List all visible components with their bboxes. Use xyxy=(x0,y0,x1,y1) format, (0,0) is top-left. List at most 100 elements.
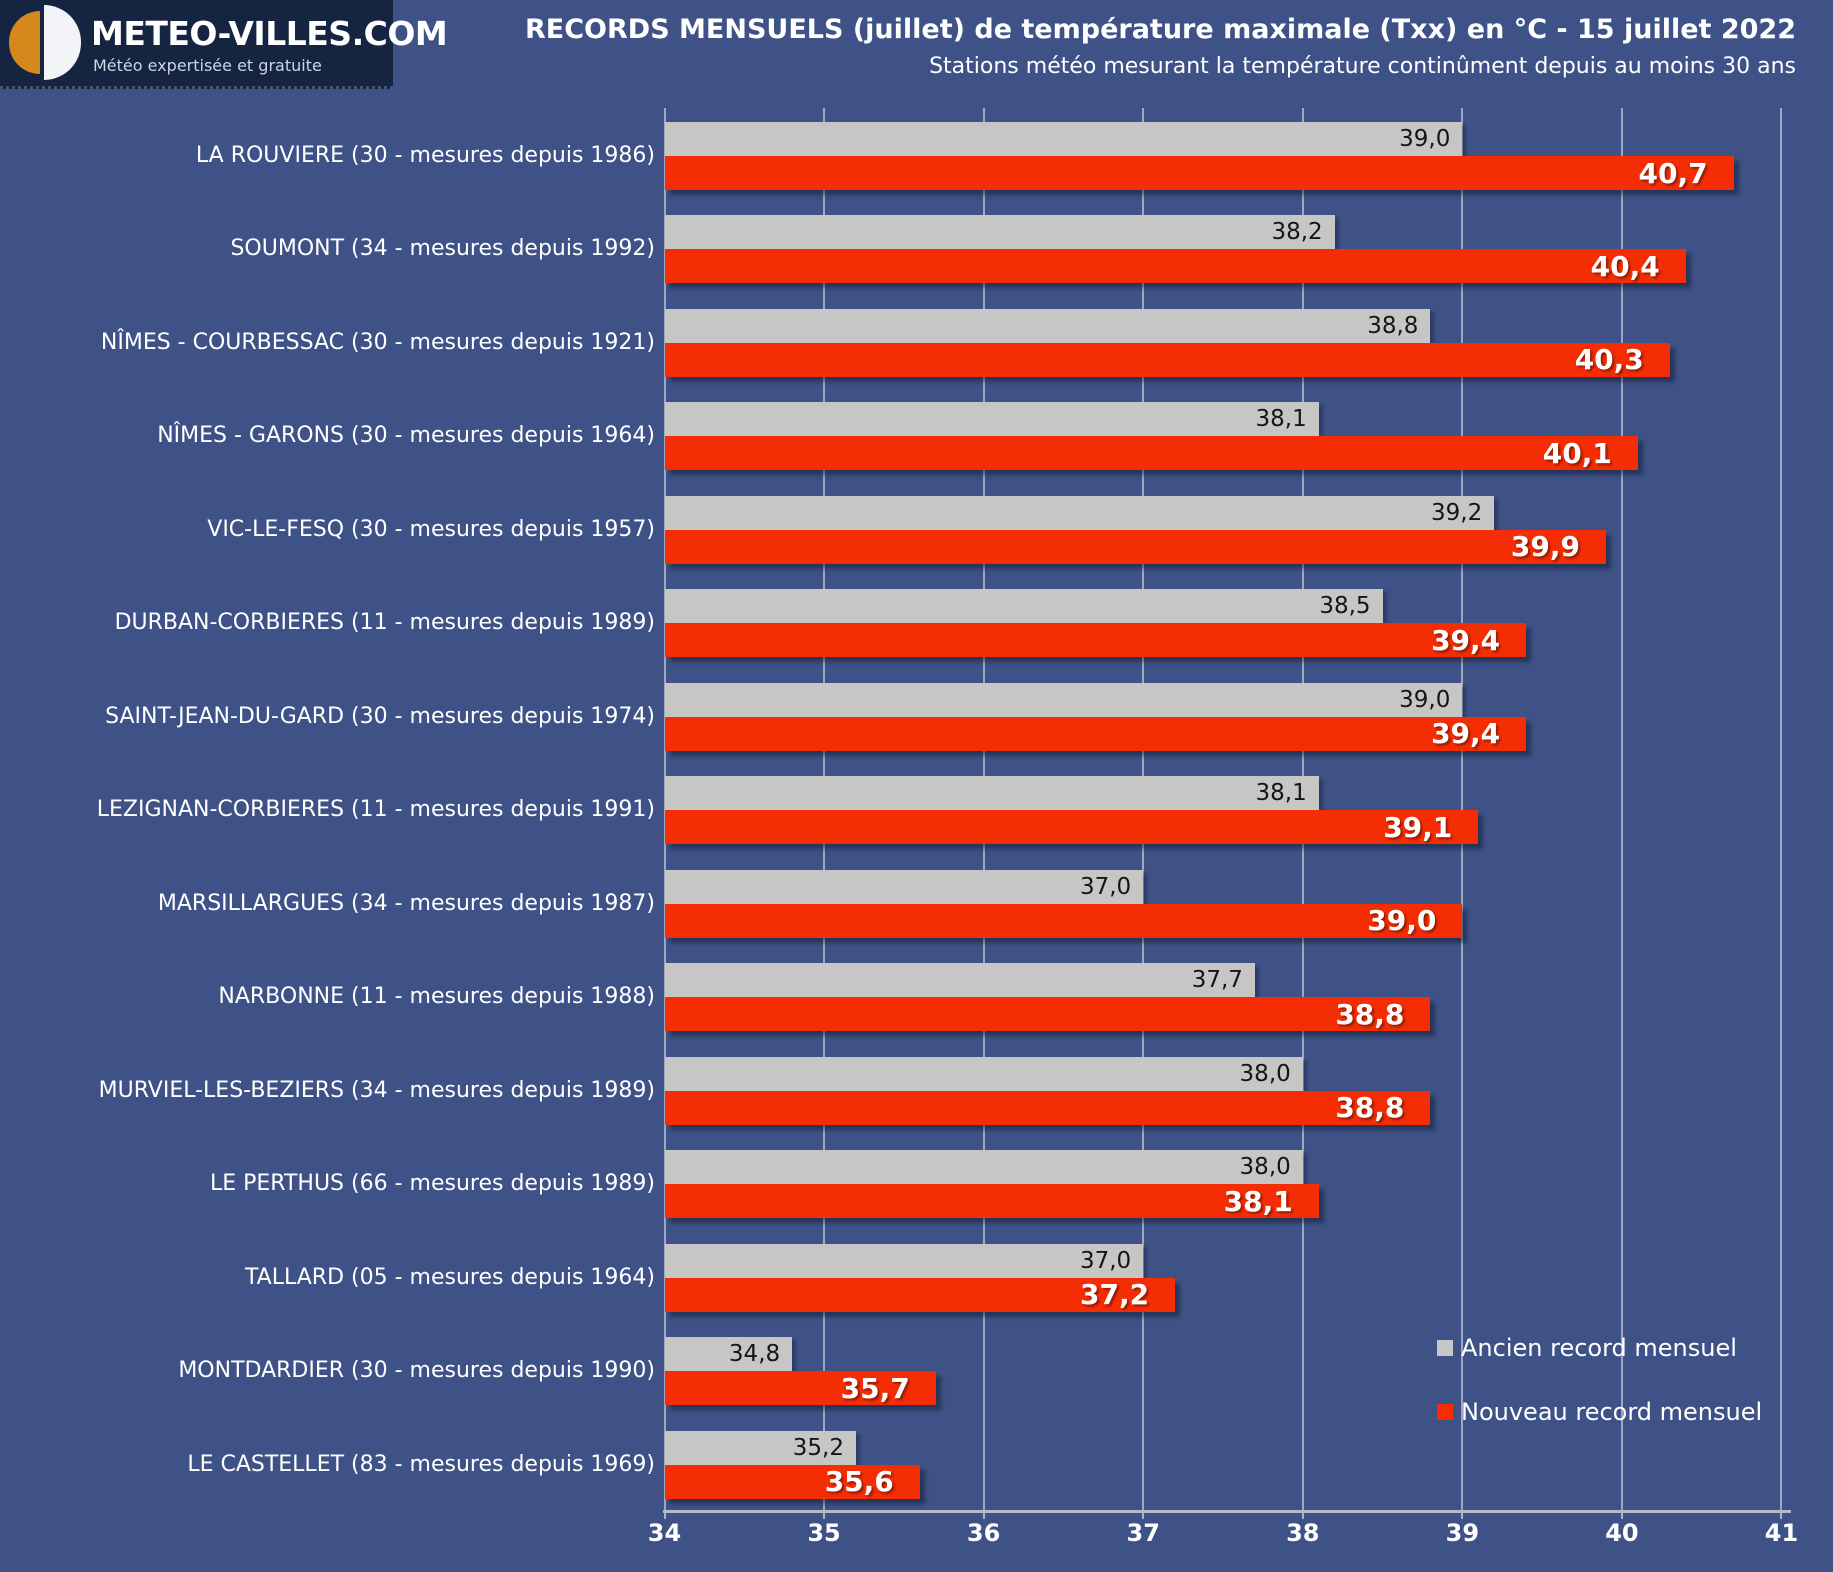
x-axis-tick xyxy=(1620,1510,1623,1519)
chart-subtitle: Stations météo mesurant la température c… xyxy=(929,54,1796,79)
bar-value-ancien: 39,0 xyxy=(1399,686,1451,713)
logo-tagline: Météo expertisée et gratuite xyxy=(93,56,322,75)
legend-label-nouveau-record: Nouveau record mensuel xyxy=(1461,1398,1763,1426)
bar-ancien-record: 38,1 xyxy=(664,776,1319,811)
station-label: TALLARD (05 - mesures depuis 1964) xyxy=(244,1264,655,1290)
station-label: MURVIEL-LES-BEZIERS (34 - mesures depuis… xyxy=(98,1077,655,1103)
x-tick-label: 39 xyxy=(1445,1519,1480,1547)
bar-value-nouveau: 38,8 xyxy=(1335,1091,1405,1125)
meteo-villes-logo: METEO-VILLES.COM Météo expertisée et gra… xyxy=(0,0,448,89)
x-axis-line xyxy=(663,1510,1791,1513)
bar-nouveau-record: 39,4 xyxy=(664,623,1527,658)
bar-nouveau-record: 37,2 xyxy=(664,1277,1176,1312)
bar-value-ancien: 39,2 xyxy=(1431,499,1483,526)
legend-swatch-ancien-record xyxy=(1437,1340,1453,1356)
bar-value-nouveau: 40,4 xyxy=(1590,249,1660,283)
bar-value-nouveau: 38,1 xyxy=(1223,1184,1293,1218)
bar-value-ancien: 37,0 xyxy=(1079,873,1132,900)
x-axis-tick xyxy=(1780,1510,1783,1519)
bar-ancien-record: 38,0 xyxy=(664,1150,1303,1185)
bar-value-ancien: 37,0 xyxy=(1079,1247,1132,1274)
x-axis-tick xyxy=(823,1510,826,1519)
bar-ancien-record: 39,2 xyxy=(664,495,1495,530)
station-label: LA ROUVIERE (30 - mesures depuis 1986) xyxy=(195,143,655,168)
sun-disc-icon xyxy=(0,0,86,86)
bar-ancien-record: 37,0 xyxy=(664,1243,1144,1278)
bar-nouveau-record: 39,9 xyxy=(664,529,1606,564)
bar-value-nouveau: 39,9 xyxy=(1510,530,1580,564)
bar-ancien-record: 38,0 xyxy=(664,1056,1303,1091)
bar-value-nouveau: 40,1 xyxy=(1542,436,1612,470)
x-axis-tick xyxy=(982,1510,985,1519)
bar-nouveau-record: 38,8 xyxy=(664,1090,1431,1125)
bar-value-ancien: 39,0 xyxy=(1399,126,1451,152)
bar-ancien-record: 34,8 xyxy=(664,1337,793,1372)
bar-value-nouveau: 39,4 xyxy=(1431,623,1501,657)
bar-value-ancien: 38,5 xyxy=(1319,593,1371,620)
bar-nouveau-record: 38,8 xyxy=(664,997,1431,1032)
x-axis-tick xyxy=(1461,1510,1464,1519)
legend-swatch-nouveau-record xyxy=(1437,1404,1453,1420)
bar-ancien-record: 35,2 xyxy=(664,1430,856,1465)
x-tick-label: 41 xyxy=(1764,1519,1799,1547)
bar-value-nouveau: 39,4 xyxy=(1431,717,1501,751)
bar-nouveau-record: 35,6 xyxy=(664,1464,920,1499)
bar-value-nouveau: 40,3 xyxy=(1574,343,1644,377)
bar-value-nouveau: 35,6 xyxy=(824,1465,894,1499)
bar-value-ancien: 38,1 xyxy=(1255,780,1307,807)
bar-nouveau-record: 39,1 xyxy=(664,810,1479,845)
legend-item-ancien-record: Ancien record mensuel xyxy=(1437,1334,1737,1362)
bar-value-nouveau: 40,7 xyxy=(1638,156,1708,190)
bar-nouveau-record: 38,1 xyxy=(664,1184,1319,1219)
bar-value-ancien: 35,2 xyxy=(792,1434,844,1461)
station-label: MONTDARDIER (30 - mesures depuis 1990) xyxy=(178,1358,655,1384)
bar-ancien-record: 37,0 xyxy=(664,869,1144,904)
bar-value-nouveau: 39,1 xyxy=(1383,810,1453,844)
bar-nouveau-record: 40,4 xyxy=(664,249,1686,284)
gridline xyxy=(1461,108,1464,1510)
station-label: DURBAN-CORBIERES (11 - mesures depuis 19… xyxy=(114,610,655,636)
bar-value-nouveau: 38,8 xyxy=(1335,997,1405,1031)
bar-value-ancien: 37,7 xyxy=(1191,967,1243,994)
station-label: LE PERTHUS (66 - mesures depuis 1989) xyxy=(209,1171,655,1197)
x-tick-label: 38 xyxy=(1286,1519,1320,1547)
gridline xyxy=(1620,108,1623,1510)
bar-ancien-record: 38,1 xyxy=(664,402,1319,437)
x-tick-label: 35 xyxy=(807,1519,841,1547)
x-tick-label: 36 xyxy=(966,1519,1001,1547)
bar-value-ancien: 38,8 xyxy=(1367,312,1419,339)
bar-ancien-record: 38,8 xyxy=(664,308,1431,343)
x-tick-label: 40 xyxy=(1605,1519,1639,1547)
x-axis-tick xyxy=(1142,1510,1145,1519)
legend-label-ancien-record: Ancien record mensuel xyxy=(1461,1334,1737,1362)
bar-value-nouveau: 39,0 xyxy=(1367,904,1437,938)
chart-title: RECORDS MENSUELS (juillet) de températur… xyxy=(525,14,1796,45)
bar-nouveau-record: 35,7 xyxy=(664,1371,936,1406)
x-axis-tick xyxy=(663,1510,666,1519)
x-axis-tick xyxy=(1301,1510,1304,1519)
x-tick-label: 37 xyxy=(1126,1519,1160,1547)
bar-ancien-record: 38,5 xyxy=(664,589,1383,624)
bar-nouveau-record: 40,1 xyxy=(664,436,1638,471)
bar-nouveau-record: 39,0 xyxy=(664,903,1463,938)
bar-ancien-record: 39,0 xyxy=(664,122,1463,156)
bar-value-ancien: 38,0 xyxy=(1239,1154,1291,1181)
station-label: VIC-LE-FESQ (30 - mesures depuis 1957) xyxy=(207,516,655,542)
bar-value-nouveau: 37,2 xyxy=(1080,1278,1150,1312)
station-label: MARSILLARGUES (34 - mesures depuis 1987) xyxy=(157,890,655,916)
bar-value-ancien: 38,0 xyxy=(1239,1060,1291,1087)
station-label: NÎMES - COURBESSAC (30 - mesures depuis … xyxy=(100,329,655,355)
logo-title: METEO-VILLES.COM xyxy=(91,14,448,53)
bar-ancien-record: 37,7 xyxy=(664,963,1255,998)
station-label: NARBONNE (11 - mesures depuis 1988) xyxy=(218,984,655,1010)
station-label: SAINT-JEAN-DU-GARD (30 - mesures depuis … xyxy=(105,703,655,729)
bar-nouveau-record: 40,7 xyxy=(664,156,1734,190)
bar-nouveau-record: 39,4 xyxy=(664,716,1527,751)
station-label: NÎMES - GARONS (30 - mesures depuis 1964… xyxy=(157,423,655,449)
station-label: LE CASTELLET (83 - mesures depuis 1969) xyxy=(187,1451,655,1477)
bar-nouveau-record: 40,3 xyxy=(664,342,1670,377)
bar-ancien-record: 39,0 xyxy=(664,682,1463,717)
bar-ancien-record: 38,2 xyxy=(664,215,1335,250)
